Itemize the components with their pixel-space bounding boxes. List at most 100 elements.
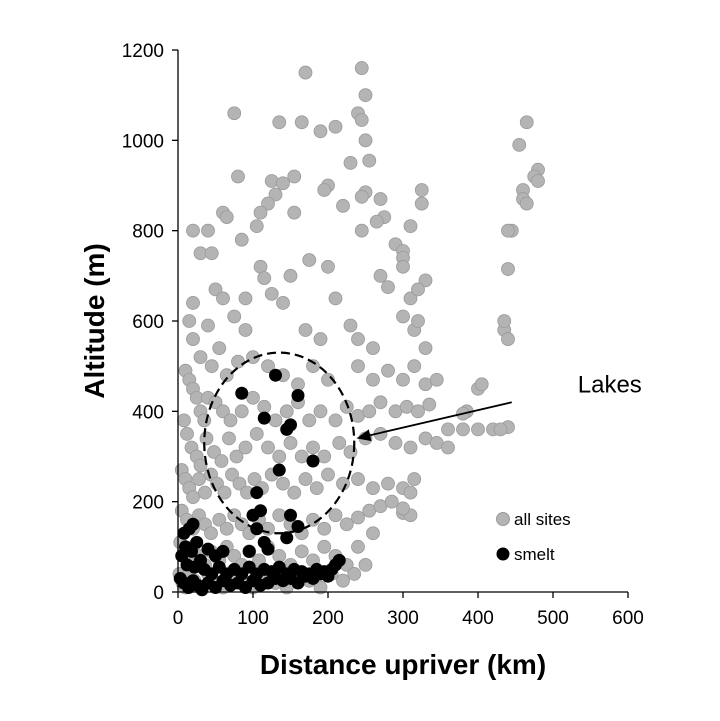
all-sites-point — [287, 169, 302, 184]
y-tick-label: 200 — [132, 493, 164, 514]
all-sites-point — [272, 449, 287, 464]
all-sites-point — [396, 309, 410, 324]
lakes-arrowhead — [356, 429, 372, 442]
all-sites-point — [219, 368, 234, 383]
all-sites-point — [373, 192, 388, 206]
all-sites-point — [302, 413, 317, 428]
y-tick-label: 0 — [153, 583, 164, 604]
all-sites-point — [531, 174, 545, 188]
all-sites-point — [214, 454, 229, 468]
all-sites-point — [193, 350, 208, 365]
x-tick-label: 300 — [387, 608, 419, 629]
all-sites-point — [343, 156, 358, 170]
all-sites-point — [411, 404, 425, 419]
y-axis-title: Altitude (m) — [79, 243, 110, 399]
all-sites-point — [227, 548, 242, 563]
all-sites-point — [272, 508, 287, 523]
all-sites-point — [276, 176, 290, 191]
all-sites-point — [354, 223, 369, 238]
all-sites-point — [414, 183, 429, 197]
all-sites-point — [403, 219, 418, 234]
all-sites-point — [294, 544, 309, 559]
all-sites-point — [177, 413, 191, 428]
x-tick-label: 500 — [537, 608, 569, 629]
all-sites-point — [519, 196, 534, 211]
all-sites-point — [351, 472, 365, 486]
all-sites-point — [347, 567, 362, 581]
smelt-point — [306, 454, 320, 468]
all-sites-point — [354, 189, 369, 204]
smelt-point — [280, 422, 294, 436]
all-sites-point — [238, 291, 253, 306]
y-tick-label: 400 — [132, 402, 164, 423]
all-sites-point — [186, 332, 200, 346]
legend-smelt-marker — [496, 547, 510, 561]
y-tick-label: 800 — [132, 222, 164, 243]
all-sites-point — [201, 223, 215, 238]
all-sites-point — [501, 262, 515, 276]
all-sites-point — [186, 296, 200, 310]
smelt-point — [291, 389, 305, 403]
all-sites-point — [225, 467, 239, 482]
all-sites-point — [366, 372, 380, 387]
legend-all-sites-label: all sites — [514, 510, 571, 529]
all-sites-point — [313, 580, 328, 595]
all-sites-point — [343, 318, 358, 333]
all-sites-point — [264, 174, 279, 188]
all-sites-point — [247, 472, 262, 486]
all-sites-point — [204, 246, 219, 261]
all-sites-point — [204, 359, 219, 374]
all-sites-point — [249, 427, 264, 441]
x-axis-title: Distance upriver (km) — [260, 649, 546, 680]
all-sites-point — [366, 341, 380, 356]
all-sites-point — [384, 494, 399, 509]
all-sites-point — [302, 253, 317, 267]
all-sites-point — [418, 341, 433, 356]
smelt-point — [250, 486, 264, 500]
all-sites-point — [358, 558, 373, 572]
all-sites-point — [276, 476, 290, 491]
all-sites-point — [328, 413, 343, 428]
all-sites-point — [396, 501, 410, 516]
smelt-points — [173, 368, 346, 597]
lakes-arrow — [369, 401, 512, 437]
all-sites-point — [238, 440, 253, 455]
all-sites-point — [193, 458, 208, 473]
all-sites-point — [219, 521, 234, 536]
all-sites-point — [351, 332, 365, 346]
lakes-ellipse — [203, 351, 356, 535]
all-sites-point — [294, 449, 309, 464]
all-sites-point — [229, 449, 244, 464]
all-sites-point — [366, 526, 380, 541]
all-sites-point — [396, 372, 410, 387]
smelt-point — [261, 542, 275, 556]
all-sites-point — [328, 291, 343, 306]
smelt-point — [291, 520, 305, 534]
smelt-point — [235, 386, 249, 400]
lakes-label: Lakes — [578, 371, 642, 398]
all-sites-point — [471, 422, 485, 437]
smelt-point — [246, 508, 260, 522]
all-sites-point — [328, 119, 343, 134]
all-sites-point — [216, 291, 230, 306]
all-sites-point — [272, 548, 287, 563]
all-sites-point — [317, 449, 332, 464]
all-sites-point — [287, 205, 302, 220]
all-sites-point — [198, 485, 212, 500]
all-sites-point — [388, 436, 403, 450]
all-sites-point — [358, 88, 373, 103]
all-sites-point — [186, 490, 200, 505]
smelt-point — [284, 508, 297, 522]
all-sites-point — [231, 169, 245, 184]
smelt-point — [280, 531, 294, 545]
all-sites-point — [429, 372, 444, 387]
smelt-point — [257, 411, 271, 425]
x-ticks: 0 100 200 300 400 500 600 — [173, 592, 644, 629]
all-sites-point — [407, 359, 422, 374]
all-sites-point — [422, 397, 437, 412]
x-tick-label: 400 — [462, 608, 494, 629]
all-sites-point — [291, 377, 305, 392]
all-sites-point — [369, 214, 384, 229]
all-sites-point — [313, 124, 328, 139]
